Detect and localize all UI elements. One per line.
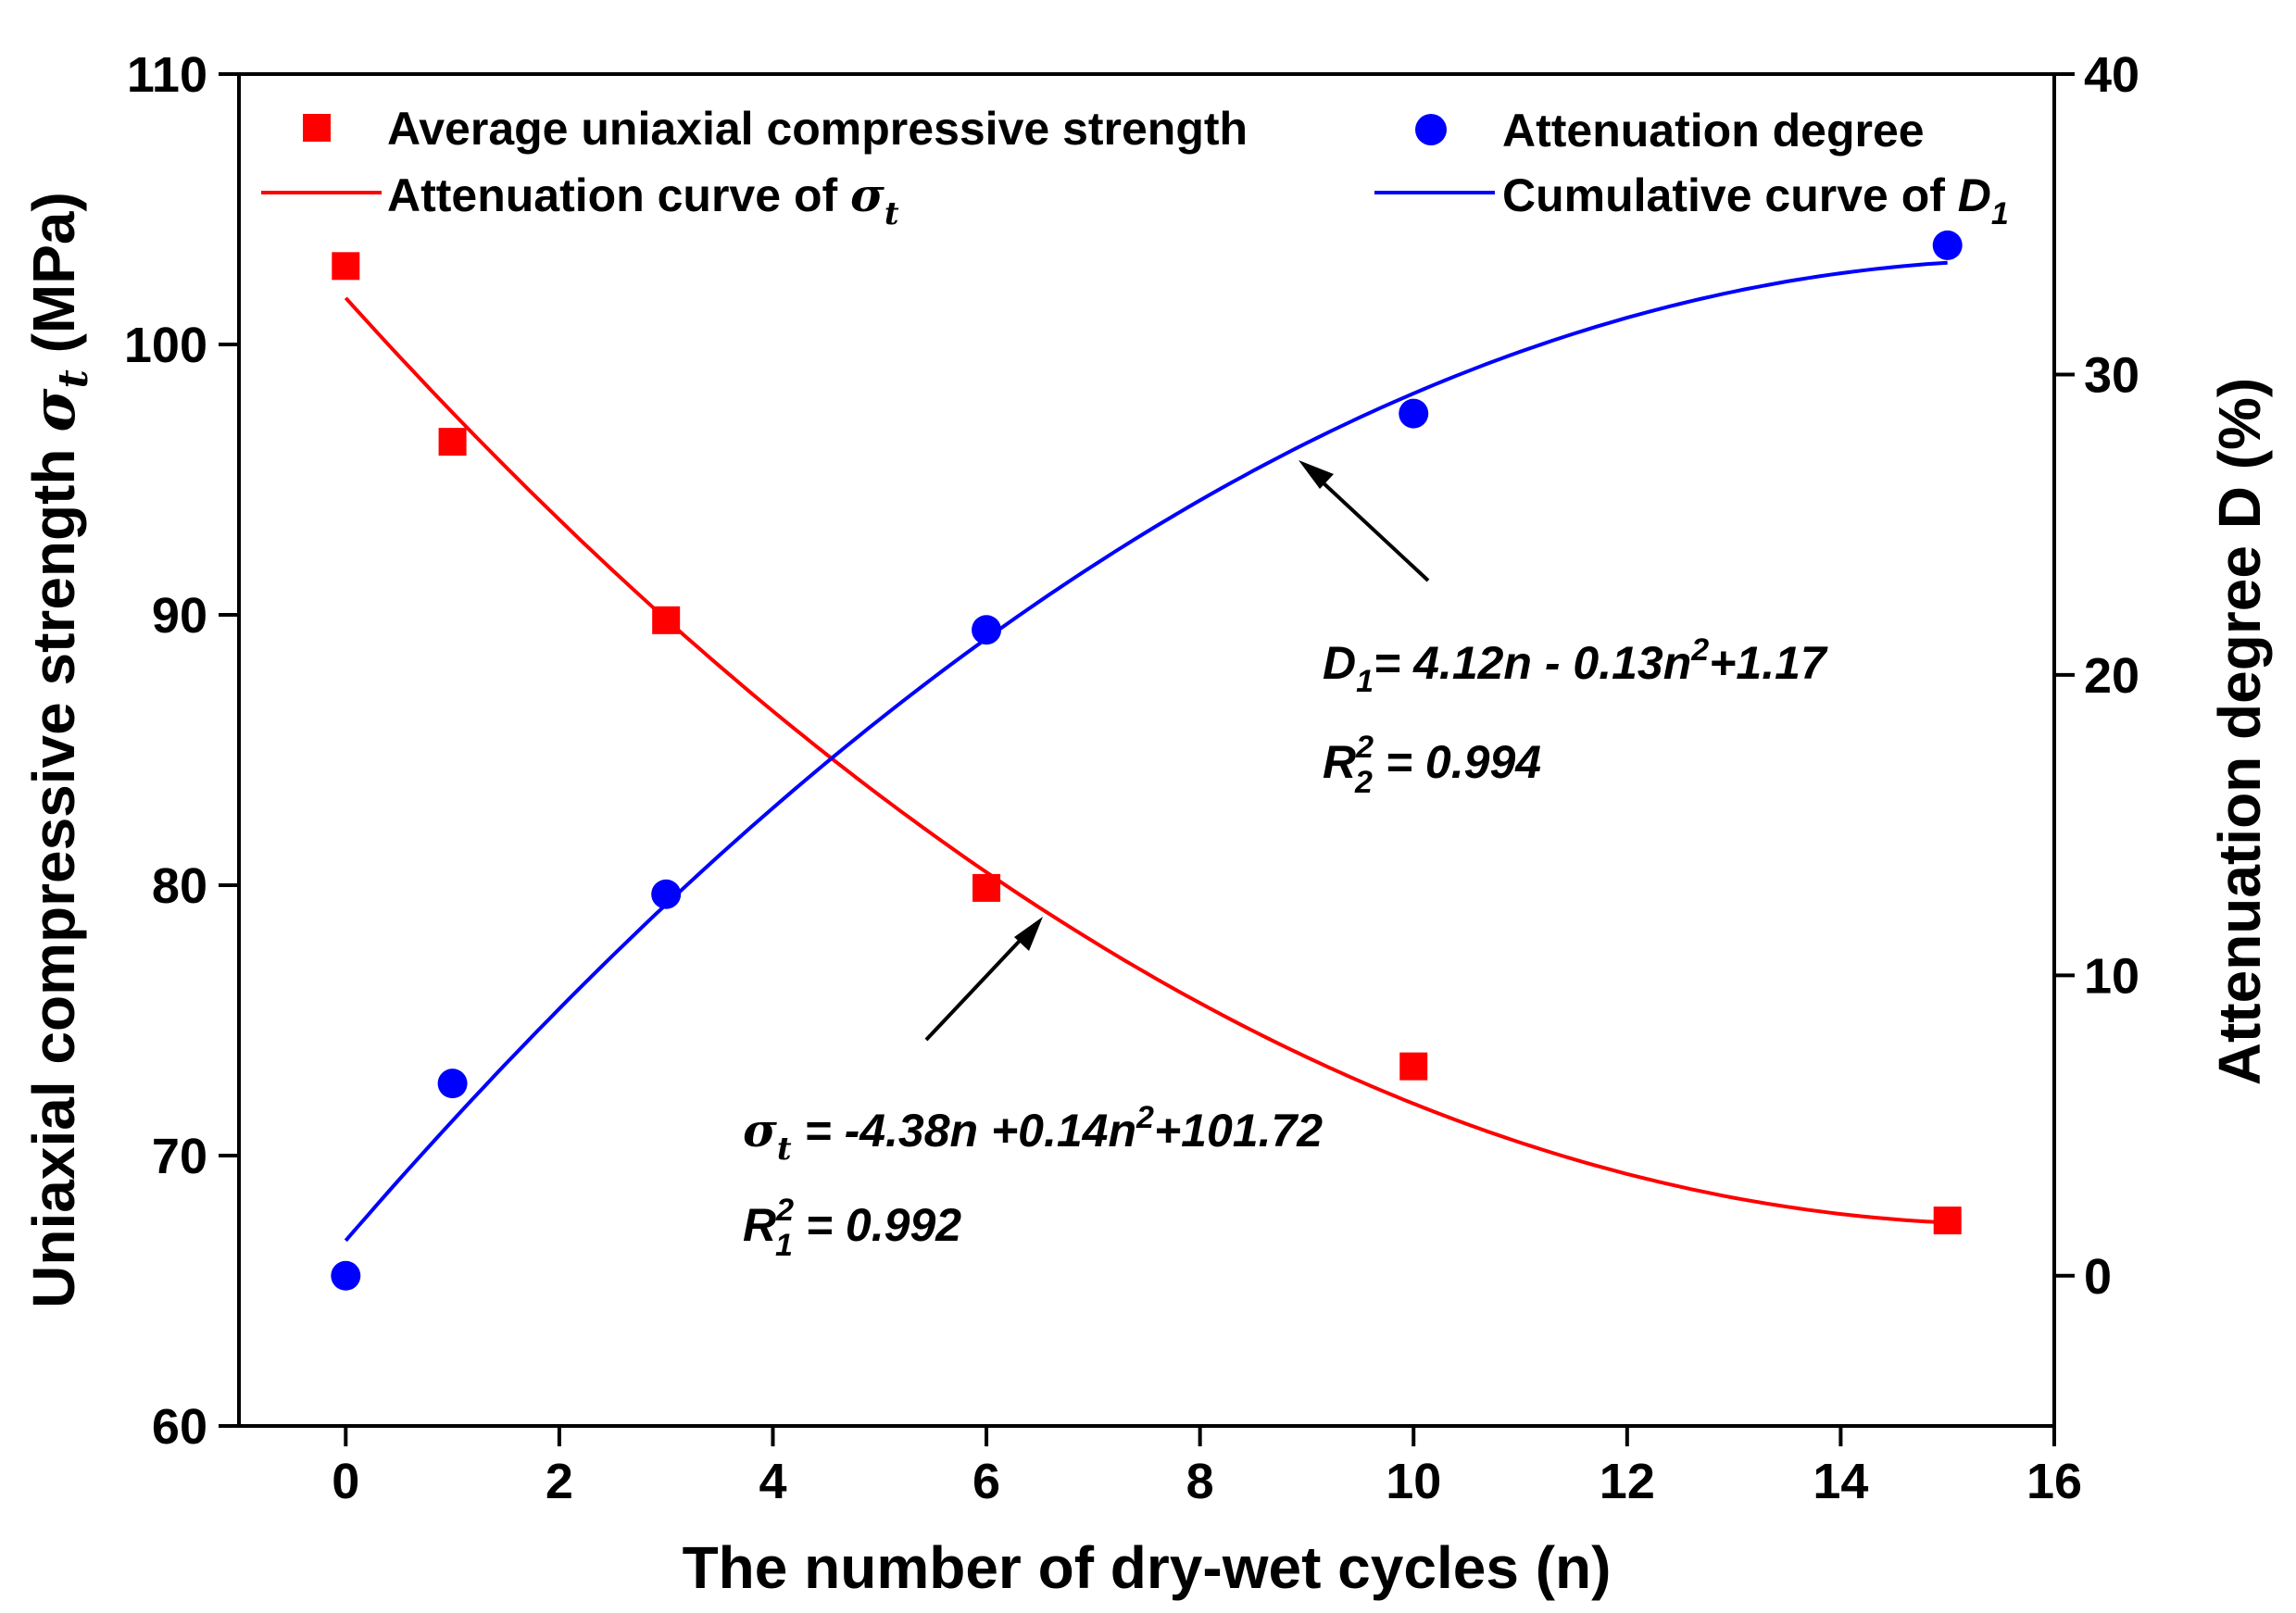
arrow-to-s-curve-head: [1014, 917, 1043, 951]
attenuation-fit-curve: [344, 260, 1948, 1243]
x-tick-label: 16: [2026, 1454, 2082, 1509]
legend-label-average-ucs: Average uniaxial compressive strength: [387, 103, 1248, 155]
x-tick-label: 12: [1600, 1454, 1655, 1509]
attenuation-data-point: [331, 1260, 361, 1291]
d-fit-equation: D1= 4.12n - 0.13n2+1.17: [1323, 632, 1828, 699]
data-markers: [331, 230, 1963, 1291]
right-y-tick-label: 10: [2084, 948, 2139, 1004]
x-tick-label: 2: [546, 1454, 573, 1509]
x-axis-title: The number of dry-wet cycles (n): [683, 1534, 1612, 1601]
strength-fit-curve: [344, 296, 1948, 1225]
legend-marker-circle: [1415, 114, 1447, 145]
attenuation-data-point: [1399, 398, 1429, 429]
right-y-axis-title: Attenuation degree D (%): [2206, 378, 2273, 1085]
fit-curves: [344, 260, 1948, 1243]
annotation-arrows: [924, 460, 1430, 1042]
x-axis-ticks: 0 2 4 6 8 10 12 14 16: [332, 1426, 2082, 1509]
left-y-tick-label: 100: [124, 318, 207, 373]
left-y-tick-label: 70: [152, 1129, 207, 1184]
legend-label-attenuation-curve: Attenuation curve of σt: [387, 168, 899, 232]
x-tick-label: 14: [1813, 1454, 1868, 1509]
left-y-tick-label: 110: [127, 47, 207, 103]
legend-label-cumulative-curve: Cumulative curve of D1: [1502, 169, 2009, 231]
left-y-tick-label: 90: [152, 588, 207, 644]
arrow-to-d-curve: [1306, 467, 1430, 582]
left-y-tick-label: 80: [152, 858, 207, 914]
right-y-tick-label: 30: [2084, 347, 2139, 403]
x-tick-label: 6: [972, 1454, 1000, 1509]
strength-data-point: [652, 606, 681, 634]
x-tick-label: 8: [1186, 1454, 1214, 1509]
right-y-tick-label: 20: [2084, 648, 2139, 704]
legend-label-attenuation-degree: Attenuation degree: [1502, 105, 1925, 156]
strength-data-point: [972, 873, 1001, 902]
strength-data-point: [438, 428, 467, 456]
s-fit-equation: σt = -4.38n +0.14n2+101.72: [743, 1100, 1323, 1168]
plot-frame: [237, 72, 2056, 1428]
strength-data-point: [1399, 1052, 1428, 1081]
legend-marker-square: [303, 114, 331, 142]
x-tick-label: 4: [759, 1454, 786, 1509]
attenuation-data-point: [1932, 230, 1963, 260]
right-y-tick-label: 0: [2084, 1249, 2112, 1305]
arrow-to-s-curve: [924, 924, 1035, 1042]
attenuation-data-point: [651, 879, 682, 909]
strength-data-point: [1933, 1207, 1962, 1235]
left-y-axis-ticks: 60 70 80 90 100 110: [124, 47, 239, 1455]
arrow-to-d-curve-head: [1299, 460, 1334, 489]
right-y-tick-label: 40: [2084, 47, 2139, 103]
right-y-axis-ticks: 0 10 20 30 40: [2054, 47, 2139, 1305]
x-tick-label: 0: [332, 1454, 359, 1509]
d-fit-r-squared: R2 2 = 0.994: [1323, 730, 1541, 800]
s-fit-r-squared: R2 1 = 0.992: [743, 1193, 961, 1263]
legend: Average uniaxial compressive strength At…: [261, 103, 2009, 232]
attenuation-data-point: [972, 615, 1002, 645]
attenuation-data-point: [437, 1069, 468, 1099]
left-y-tick-label: 60: [152, 1399, 207, 1455]
strength-data-point: [332, 252, 360, 281]
x-tick-label: 10: [1386, 1454, 1441, 1509]
equation-annotations: D1= 4.12n - 0.13n2+1.17 R2 2 = 0.994 σt =…: [743, 632, 1828, 1263]
left-y-axis-title: Uniaxial compressive strength σt (MPa): [19, 192, 97, 1308]
